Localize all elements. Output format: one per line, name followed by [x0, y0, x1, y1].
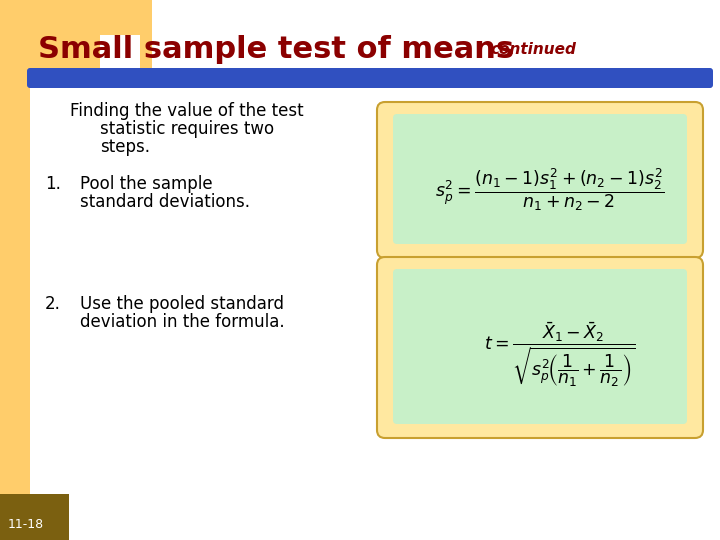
Text: 1.: 1.: [45, 175, 61, 193]
Text: 2.: 2.: [45, 295, 61, 313]
FancyBboxPatch shape: [0, 0, 30, 540]
Text: continued: continued: [490, 43, 576, 57]
FancyBboxPatch shape: [393, 269, 687, 424]
FancyBboxPatch shape: [393, 114, 687, 244]
FancyBboxPatch shape: [27, 68, 713, 88]
Text: Finding the value of the test: Finding the value of the test: [70, 102, 304, 120]
Text: deviation in the formula.: deviation in the formula.: [80, 313, 284, 331]
Text: steps.: steps.: [100, 138, 150, 156]
Text: statistic requires two: statistic requires two: [100, 120, 274, 138]
FancyBboxPatch shape: [377, 102, 703, 258]
Polygon shape: [0, 0, 140, 75]
Text: Small sample test of means: Small sample test of means: [38, 36, 514, 64]
Text: standard deviations.: standard deviations.: [80, 193, 250, 211]
Text: $s_p^2 = \dfrac{(n_1-1)s_1^2+(n_2-1)s_2^2}{n_1+n_2-2}$: $s_p^2 = \dfrac{(n_1-1)s_1^2+(n_2-1)s_2^…: [436, 167, 665, 213]
Text: $t = \dfrac{\bar{X}_1-\bar{X}_2}{\sqrt{s_p^2\!\left(\dfrac{1}{n_1}+\dfrac{1}{n_2: $t = \dfrac{\bar{X}_1-\bar{X}_2}{\sqrt{s…: [484, 321, 636, 389]
Polygon shape: [100, 35, 140, 75]
Text: 11-18: 11-18: [8, 518, 44, 531]
FancyBboxPatch shape: [0, 0, 152, 87]
Text: Use the pooled standard: Use the pooled standard: [80, 295, 284, 313]
Text: Pool the sample: Pool the sample: [80, 175, 212, 193]
FancyBboxPatch shape: [377, 257, 703, 438]
